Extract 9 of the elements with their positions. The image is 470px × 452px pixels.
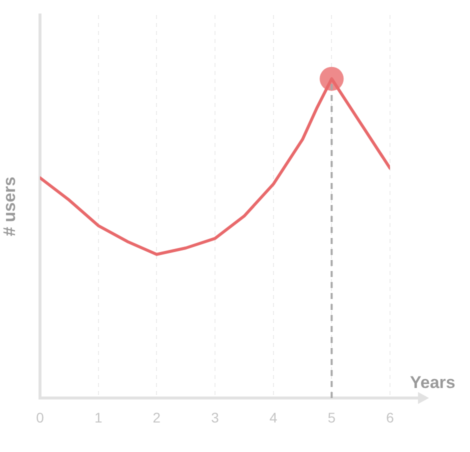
y-axis-title: # users	[0, 176, 19, 236]
x-tick-label: 2	[152, 409, 161, 426]
x-tick-label: 0	[36, 409, 44, 426]
x-tick-label: 6	[386, 409, 394, 426]
x-axis-title: Years	[410, 373, 456, 392]
x-tick-label: 1	[94, 409, 102, 426]
x-tick-label: 5	[328, 409, 336, 426]
x-tick-label: 4	[269, 409, 278, 426]
x-tick-label: 3	[211, 409, 220, 426]
